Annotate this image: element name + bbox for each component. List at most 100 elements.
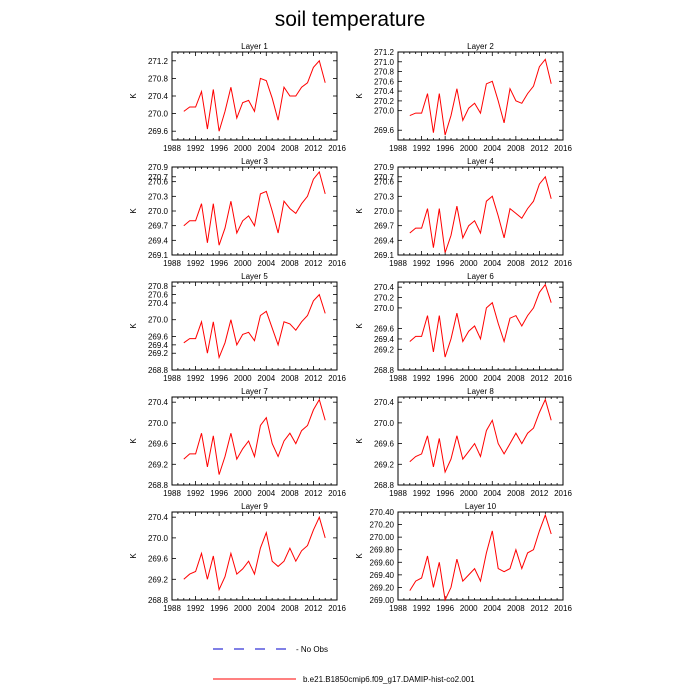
y-tick-label: 270.9: [374, 163, 395, 172]
y-tick-label: 269.2: [374, 460, 395, 469]
series-line-model: [409, 398, 552, 474]
panel-layer-2: Layer 2 K 1988 1992 1996 2000 2004 2008 2012 2016…: [355, 42, 572, 153]
x-tick-label: 2012: [531, 374, 549, 383]
x-tick-label: 1992: [187, 604, 205, 613]
y-tick-label: 269.2: [148, 349, 169, 358]
x-tick-label: 2016: [328, 144, 346, 153]
series-line-model: [183, 170, 326, 246]
series-line-model: [183, 515, 326, 592]
x-tick-label: 2016: [328, 604, 346, 613]
x-tick-label: 2000: [234, 489, 252, 498]
x-tick-label: 2004: [483, 374, 501, 383]
x-tick-label: 2008: [507, 374, 525, 383]
panel-layer-9: Layer 9 K 1988 1992 1996 2000 2004 2008 2012 2016…: [129, 502, 346, 613]
x-tick-label: 1996: [210, 489, 228, 498]
y-tick-label: 270.20: [370, 521, 395, 530]
x-tick-label: 1988: [163, 374, 181, 383]
y-tick-label: 269.4: [374, 335, 395, 344]
x-tick-label: 2008: [281, 489, 299, 498]
x-tick-label: 2016: [554, 144, 572, 153]
series-line-model: [409, 513, 552, 602]
x-tick-label: 1992: [413, 604, 431, 613]
x-tick-label: 2016: [554, 374, 572, 383]
x-tick-label: 2012: [531, 604, 549, 613]
x-tick-label: 2004: [483, 489, 501, 498]
y-tick-label: 270.0: [374, 419, 395, 428]
series-line-model: [409, 283, 552, 358]
y-tick-label: 270.9: [148, 163, 169, 172]
panel-title: Layer 8: [467, 387, 494, 396]
x-tick-label: 1988: [389, 259, 407, 268]
x-tick-label: 2008: [281, 259, 299, 268]
y-tick-label: 269.00: [370, 596, 395, 605]
y-tick-label: 269.1: [374, 251, 395, 260]
y-tick-label: 270.4: [374, 87, 395, 96]
panel-layer-5: Layer 5 K 1988 1992 1996 2000 2004 2008 2012 2016…: [129, 272, 346, 383]
x-tick-label: 1992: [413, 144, 431, 153]
panel-title: Layer 2: [467, 42, 494, 51]
y-tick-label: 270.0: [374, 107, 395, 116]
x-tick-label: 2000: [460, 259, 478, 268]
x-tick-label: 1996: [210, 374, 228, 383]
x-tick-label: 2004: [483, 259, 501, 268]
x-tick-label: 2016: [328, 259, 346, 268]
x-tick-label: 2008: [281, 144, 299, 153]
x-tick-label: 2012: [531, 144, 549, 153]
plot-frame: [397, 166, 564, 256]
x-tick-label: 2004: [257, 374, 275, 383]
y-tick-label: 270.0: [148, 534, 169, 543]
y-tick-label: 270.4: [374, 398, 395, 407]
x-tick-label: 2008: [281, 604, 299, 613]
legend-obs-label: - No Obs: [296, 645, 328, 654]
y-tick-label: 269.6: [148, 440, 169, 449]
x-tick-label: 2012: [531, 489, 549, 498]
x-tick-label: 1988: [163, 489, 181, 498]
y-tick-label: 270.6: [374, 77, 395, 86]
y-tick-label: 270.2: [374, 294, 395, 303]
y-tick-label: 271.0: [374, 58, 395, 67]
y-tick-label: 269.4: [148, 236, 169, 245]
panel-layer-7: Layer 7 K 1988 1992 1996 2000 2004 2008 2012 2016…: [129, 387, 346, 498]
y-tick-label: 270.2: [374, 97, 395, 106]
x-tick-label: 2004: [257, 489, 275, 498]
y-tick-label: 268.8: [148, 596, 169, 605]
x-tick-label: 1992: [413, 489, 431, 498]
x-tick-label: 2012: [305, 374, 323, 383]
x-tick-label: 2000: [460, 489, 478, 498]
y-tick-label: 270.7: [148, 173, 169, 182]
y-tick-label: 269.2: [374, 345, 395, 354]
plot-frame: [171, 511, 338, 601]
panel-layer-8: Layer 8 K 1988 1992 1996 2000 2004 2008 2012 2016…: [355, 387, 572, 498]
panel-title: Layer 10: [465, 502, 497, 511]
y-axis-label: K: [355, 438, 364, 444]
series-line-model: [183, 59, 326, 132]
y-tick-label: 270.8: [148, 282, 169, 291]
x-tick-label: 2008: [507, 144, 525, 153]
y-axis-label: K: [355, 323, 364, 329]
x-tick-label: 1996: [436, 374, 454, 383]
y-tick-label: 269.7: [148, 222, 169, 231]
chart-title: soil temperature: [274, 8, 426, 31]
y-tick-label: 269.1: [148, 251, 169, 260]
y-axis-label: K: [355, 208, 364, 214]
y-tick-label: 269.6: [148, 127, 169, 136]
x-tick-label: 1992: [187, 374, 205, 383]
y-tick-label: 270.4: [148, 92, 169, 101]
x-tick-label: 2012: [305, 604, 323, 613]
y-tick-label: 270.8: [374, 68, 395, 77]
y-tick-label: 270.8: [148, 74, 169, 83]
x-tick-label: 2012: [531, 259, 549, 268]
y-tick-label: 271.2: [148, 57, 169, 66]
x-tick-label: 1996: [436, 144, 454, 153]
x-tick-label: 2004: [257, 604, 275, 613]
x-tick-label: 1988: [163, 604, 181, 613]
panel-title: Layer 7: [241, 387, 268, 396]
x-tick-label: 2008: [507, 489, 525, 498]
x-tick-label: 2012: [305, 259, 323, 268]
panel-layer-6: Layer 6 K 1988 1992 1996 2000 2004 2008 2012 2016…: [355, 272, 572, 383]
plot-frame: [171, 281, 338, 371]
series-line-model: [183, 293, 326, 360]
y-tick-label: 270.4: [148, 299, 169, 308]
y-tick-label: 268.8: [148, 481, 169, 490]
x-tick-label: 2004: [257, 144, 275, 153]
